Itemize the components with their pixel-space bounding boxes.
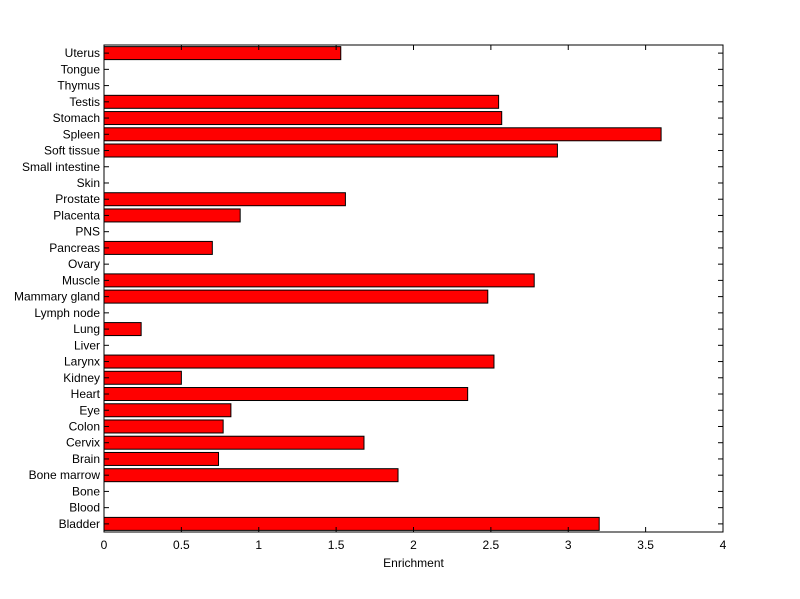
y-tick-label: Lung — [73, 322, 100, 336]
y-tick-label: Uterus — [65, 46, 100, 60]
y-tick-label: Mammary gland — [14, 290, 100, 304]
bar — [103, 419, 224, 434]
bar — [103, 370, 182, 385]
x-tick-label: 4 — [720, 538, 727, 552]
y-tick-labels: Bladder Blood Bone Bone marrow Brain Cervix Co… — [14, 46, 101, 531]
y-tick-label: Muscle — [62, 273, 100, 287]
bar — [103, 240, 213, 255]
bar — [103, 451, 220, 466]
x-tick-label: 0 — [101, 538, 108, 552]
bar — [103, 94, 500, 109]
y-tick-label: Soft tissue — [44, 144, 100, 158]
bar — [103, 387, 469, 402]
x-tick-label: 3 — [565, 538, 572, 552]
plot-frame — [103, 44, 724, 533]
y-tick-label: Pancreas — [49, 241, 100, 255]
y-tick-label: Cervix — [66, 436, 100, 450]
bar — [103, 354, 495, 369]
y-tick-label: Larynx — [64, 355, 100, 369]
y-tick-label: Tongue — [61, 62, 101, 76]
bar — [103, 143, 558, 158]
y-tick-label: PNS — [75, 225, 100, 239]
y-tick-label: Colon — [69, 419, 100, 433]
x-tick-labels: 0 0.5 1 1.5 2 2.5 3 3.5 4 — [101, 538, 727, 552]
y-tick-label: Bladder — [59, 517, 100, 531]
y-tick-label: Prostate — [55, 192, 100, 206]
x-tick-label: 1.5 — [328, 538, 345, 552]
bar — [103, 273, 535, 288]
x-tick-label: 2.5 — [483, 538, 500, 552]
y-tick-label: Skin — [77, 176, 100, 190]
bar — [103, 516, 600, 531]
bar — [103, 322, 142, 337]
y-tick-label: Eye — [79, 403, 100, 417]
bar — [103, 127, 662, 142]
y-tick-label: Lymph node — [34, 306, 100, 320]
x-tick-label: 0.5 — [173, 538, 190, 552]
plot-area — [104, 45, 723, 532]
y-tick-label: Blood — [69, 501, 100, 515]
y-tick-label: Bone marrow — [29, 468, 101, 482]
y-tick-label: Bone — [72, 484, 100, 498]
bar — [103, 468, 399, 483]
y-tick-label: Thymus — [57, 79, 100, 93]
bar — [103, 208, 241, 223]
y-tick-label: Ovary — [68, 257, 100, 271]
y-tick-label: Placenta — [53, 208, 100, 222]
y-tick-label: Spleen — [63, 127, 100, 141]
y-tick-label: Brain — [72, 452, 100, 466]
y-tick-label: Small intestine — [22, 160, 100, 174]
x-tick-label: 1 — [255, 538, 262, 552]
bar — [103, 289, 489, 304]
x-axis-label: Enrichment — [383, 556, 444, 570]
bar — [103, 435, 365, 450]
bar — [103, 111, 503, 126]
y-tick-label: Liver — [74, 338, 100, 352]
bar — [103, 403, 232, 418]
x-tick-label: 2 — [410, 538, 417, 552]
y-tick-label: Testis — [69, 95, 100, 109]
bar — [103, 192, 346, 207]
bar — [103, 46, 342, 61]
y-tick-label: Kidney — [63, 371, 100, 385]
x-tick-label: 3.5 — [637, 538, 654, 552]
y-tick-label: Stomach — [53, 111, 100, 125]
y-tick-label: Heart — [71, 387, 101, 401]
